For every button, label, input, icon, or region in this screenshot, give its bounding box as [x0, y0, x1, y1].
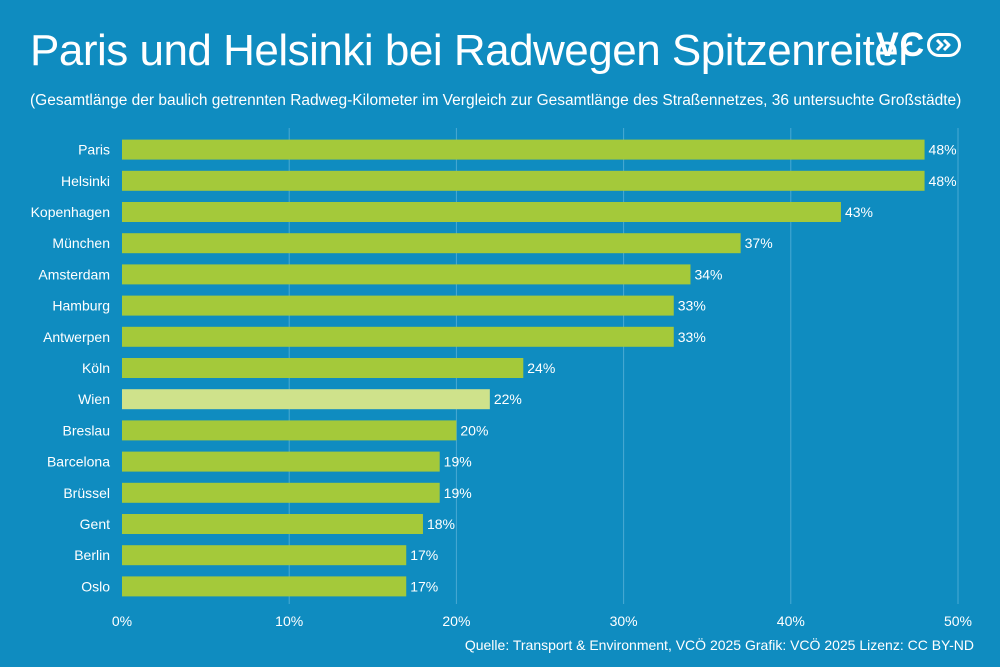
value-label-k-ln: 24%	[527, 360, 555, 376]
chart-subtitle: (Gesamtlänge der baulich getrennten Radw…	[30, 92, 962, 109]
bar-hamburg	[122, 295, 674, 316]
bar-breslau	[122, 420, 457, 441]
bar-antwerpen	[122, 326, 674, 347]
category-label-wien: Wien	[78, 391, 110, 407]
x-tick-label-40: 40%	[777, 613, 805, 629]
category-label-antwerpen: Antwerpen	[43, 329, 110, 345]
value-label-antwerpen: 33%	[678, 329, 706, 345]
value-label-br-ssel: 19%	[444, 485, 472, 501]
category-label-breslau: Breslau	[63, 422, 110, 438]
value-label-barcelona: 19%	[444, 454, 472, 470]
category-label-oslo: Oslo	[81, 578, 110, 594]
category-label-barcelona: Barcelona	[47, 454, 110, 470]
category-label-k-ln: Köln	[82, 360, 110, 376]
bar-br-ssel	[122, 482, 440, 503]
value-label-breslau: 20%	[460, 422, 488, 438]
value-label-hamburg: 33%	[678, 298, 706, 314]
bar-kopenhagen	[122, 202, 841, 222]
bar-m-nchen	[122, 233, 741, 254]
value-label-gent: 18%	[427, 516, 455, 532]
category-label-hamburg: Hamburg	[52, 298, 110, 314]
bar-k-ln	[122, 358, 524, 378]
category-label-m-nchen: München	[52, 235, 110, 251]
chart-title: Paris und Helsinki bei Radwegen Spitzenr…	[30, 26, 913, 75]
value-label-paris: 48%	[929, 142, 957, 158]
bar-oslo	[122, 576, 407, 597]
source-note: Quelle: Transport & Environment, VCÖ 202…	[464, 637, 974, 653]
value-label-oslo: 17%	[410, 578, 438, 594]
bar-wien	[122, 389, 490, 410]
value-label-m-nchen: 37%	[745, 235, 773, 251]
bar-paris	[122, 139, 925, 160]
category-label-gent: Gent	[80, 516, 110, 532]
category-label-kopenhagen: Kopenhagen	[31, 204, 110, 220]
x-tick-label-30: 30%	[610, 613, 638, 629]
logo-chevron-icon	[927, 33, 962, 57]
category-label-paris: Paris	[78, 142, 110, 158]
category-label-br-ssel: Brüssel	[63, 485, 110, 501]
bar-barcelona	[122, 451, 440, 472]
value-label-berlin: 17%	[410, 547, 438, 563]
vco-logo: VC	[876, 26, 962, 64]
logo-text: VC	[876, 26, 926, 64]
value-label-amsterdam: 34%	[694, 266, 722, 282]
category-label-amsterdam: Amsterdam	[38, 266, 110, 282]
bar-gent	[122, 514, 423, 534]
x-tick-label-0: 0%	[112, 613, 132, 629]
bar-amsterdam	[122, 264, 691, 285]
x-tick-label-10: 10%	[275, 613, 303, 629]
value-label-helsinki: 48%	[929, 173, 957, 189]
category-label-helsinki: Helsinki	[61, 173, 110, 189]
value-label-kopenhagen: 43%	[845, 204, 873, 220]
x-tick-label-20: 20%	[442, 613, 470, 629]
value-label-wien: 22%	[494, 391, 522, 407]
category-label-berlin: Berlin	[74, 547, 110, 563]
bar-berlin	[122, 545, 407, 566]
x-tick-label-50: 50%	[944, 613, 972, 629]
bar-helsinki	[122, 170, 925, 191]
